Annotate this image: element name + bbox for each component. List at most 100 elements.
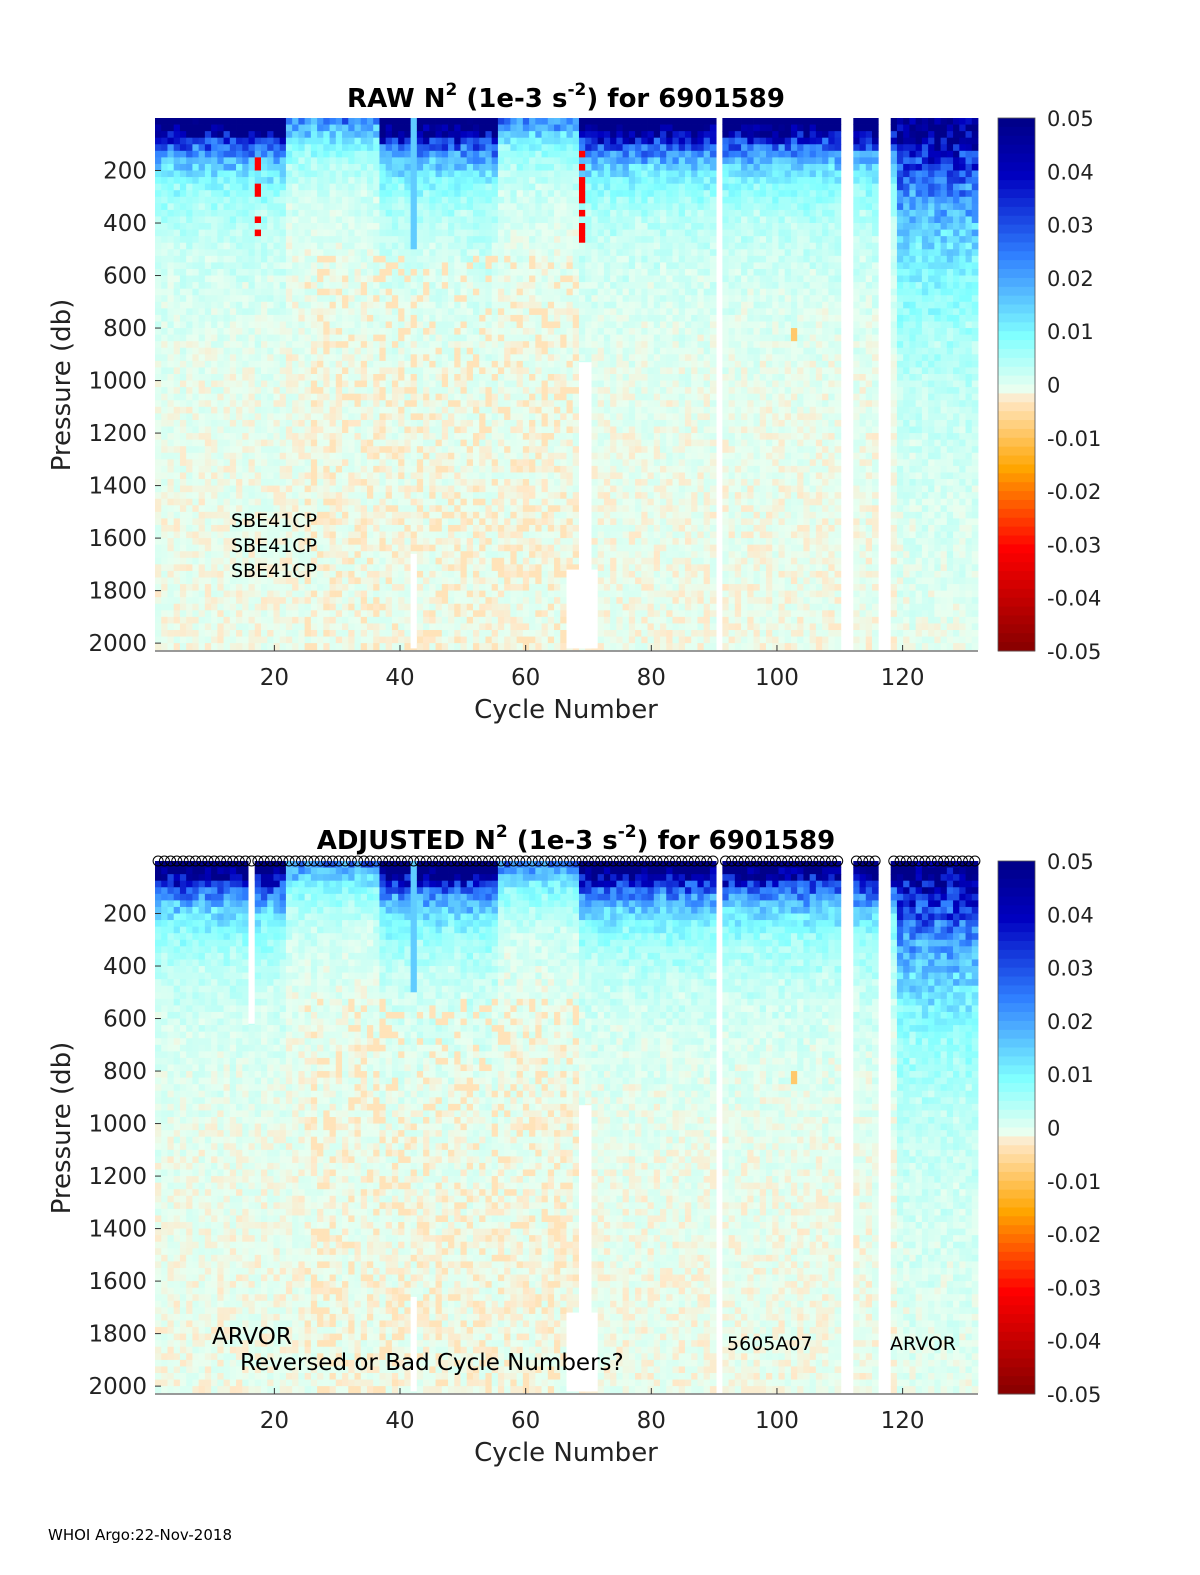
heatmap-cell xyxy=(304,439,312,447)
heatmap-cell xyxy=(186,643,193,651)
heatmap-cell xyxy=(167,590,175,598)
heatmap-cell xyxy=(204,433,212,441)
heatmap-cell xyxy=(466,203,474,211)
heatmap-cell xyxy=(448,360,455,368)
heatmap-cell xyxy=(186,570,193,578)
heatmap-cell xyxy=(510,367,518,375)
heatmap-cell xyxy=(236,636,243,644)
heatmap-cell xyxy=(335,301,343,309)
heatmap-cell xyxy=(485,157,493,165)
heatmap-cell xyxy=(317,183,324,191)
heatmap-cell xyxy=(429,518,436,526)
heatmap-cell xyxy=(516,347,524,355)
heatmap-cell xyxy=(273,465,281,473)
heatmap-cell xyxy=(348,544,355,552)
heatmap-cell xyxy=(211,419,218,427)
heatmap-cell xyxy=(410,492,418,500)
heatmap-cell xyxy=(529,557,536,565)
heatmap-cell xyxy=(335,223,343,230)
heatmap-cell xyxy=(441,268,449,276)
heatmap-cell xyxy=(217,531,224,539)
heatmap-cell xyxy=(460,229,468,237)
heatmap-cell xyxy=(217,275,224,283)
heatmap-cell xyxy=(435,288,443,296)
heatmap-cell xyxy=(472,354,480,362)
heatmap-cell xyxy=(167,518,175,526)
heatmap-cell xyxy=(373,268,380,276)
heatmap-cell xyxy=(155,190,162,198)
heatmap-cell xyxy=(242,118,249,125)
heatmap-cell xyxy=(398,426,405,434)
heatmap-cell xyxy=(236,465,243,473)
heatmap-cell xyxy=(279,288,287,296)
heatmap-cell xyxy=(404,163,412,171)
heatmap-cell xyxy=(410,203,418,211)
heatmap-cell xyxy=(161,584,168,592)
heatmap-cell xyxy=(186,157,193,165)
heatmap-cell xyxy=(448,124,455,132)
heatmap-cell xyxy=(485,597,493,605)
heatmap-cell xyxy=(454,196,461,204)
heatmap-cell xyxy=(198,413,206,421)
heatmap-cell xyxy=(497,446,505,454)
heatmap-cell xyxy=(155,163,162,171)
heatmap-cell xyxy=(217,551,224,559)
heatmap-cell xyxy=(423,249,430,257)
heatmap-cell xyxy=(279,236,287,244)
heatmap-cell xyxy=(441,511,449,519)
heatmap-cell xyxy=(491,584,499,592)
heatmap-cell xyxy=(254,452,262,460)
heatmap-cell xyxy=(497,485,505,493)
heatmap-cell xyxy=(323,275,330,283)
heatmap-cell xyxy=(335,623,343,631)
heatmap-cell xyxy=(360,295,368,303)
heatmap-cell xyxy=(298,472,306,480)
heatmap-cell xyxy=(273,268,281,276)
heatmap-cell xyxy=(248,124,256,132)
heatmap-cell xyxy=(279,630,287,637)
heatmap-cell xyxy=(479,597,486,605)
heatmap-cell xyxy=(410,314,418,322)
heatmap-cell xyxy=(360,118,368,125)
heatmap-cell xyxy=(285,157,293,165)
heatmap-cell xyxy=(466,144,474,152)
heatmap-cell xyxy=(192,354,200,362)
heatmap-cell xyxy=(423,544,430,552)
heatmap-cell xyxy=(342,498,349,506)
heatmap-cell xyxy=(460,446,468,454)
heatmap-cell xyxy=(522,118,530,125)
heatmap-cell xyxy=(423,301,430,309)
heatmap-cell xyxy=(460,341,468,349)
heatmap-cell xyxy=(472,131,480,139)
heatmap-cell xyxy=(516,505,524,513)
heatmap-cell xyxy=(485,570,493,578)
heatmap-cell xyxy=(491,282,499,290)
heatmap-cell xyxy=(441,433,449,441)
heatmap-cell xyxy=(379,544,387,552)
heatmap-cell xyxy=(186,275,193,283)
heatmap-cell xyxy=(335,610,343,618)
heatmap-cell xyxy=(204,144,212,152)
heatmap-cell xyxy=(354,479,362,486)
heatmap-cell xyxy=(529,564,536,572)
heatmap-cell xyxy=(242,308,249,316)
heatmap-cell xyxy=(529,203,536,211)
heatmap-cell xyxy=(329,643,337,651)
heatmap-cell xyxy=(348,564,355,572)
heatmap-cell xyxy=(167,196,175,204)
heatmap-cell xyxy=(441,557,449,565)
heatmap-cell xyxy=(317,268,324,276)
heatmap-cell xyxy=(254,380,262,388)
heatmap-cell xyxy=(354,380,362,388)
heatmap-cell xyxy=(198,118,206,125)
heatmap-cell xyxy=(385,334,393,342)
heatmap-cell xyxy=(248,380,256,388)
heatmap-cell xyxy=(516,157,524,165)
heatmap-cell xyxy=(242,196,249,204)
heatmap-cell xyxy=(385,643,393,651)
heatmap-cell xyxy=(260,439,268,447)
heatmap-cell xyxy=(217,616,224,624)
heatmap-cell xyxy=(410,485,418,493)
heatmap-cell xyxy=(360,177,368,185)
heatmap-cell xyxy=(373,177,380,185)
